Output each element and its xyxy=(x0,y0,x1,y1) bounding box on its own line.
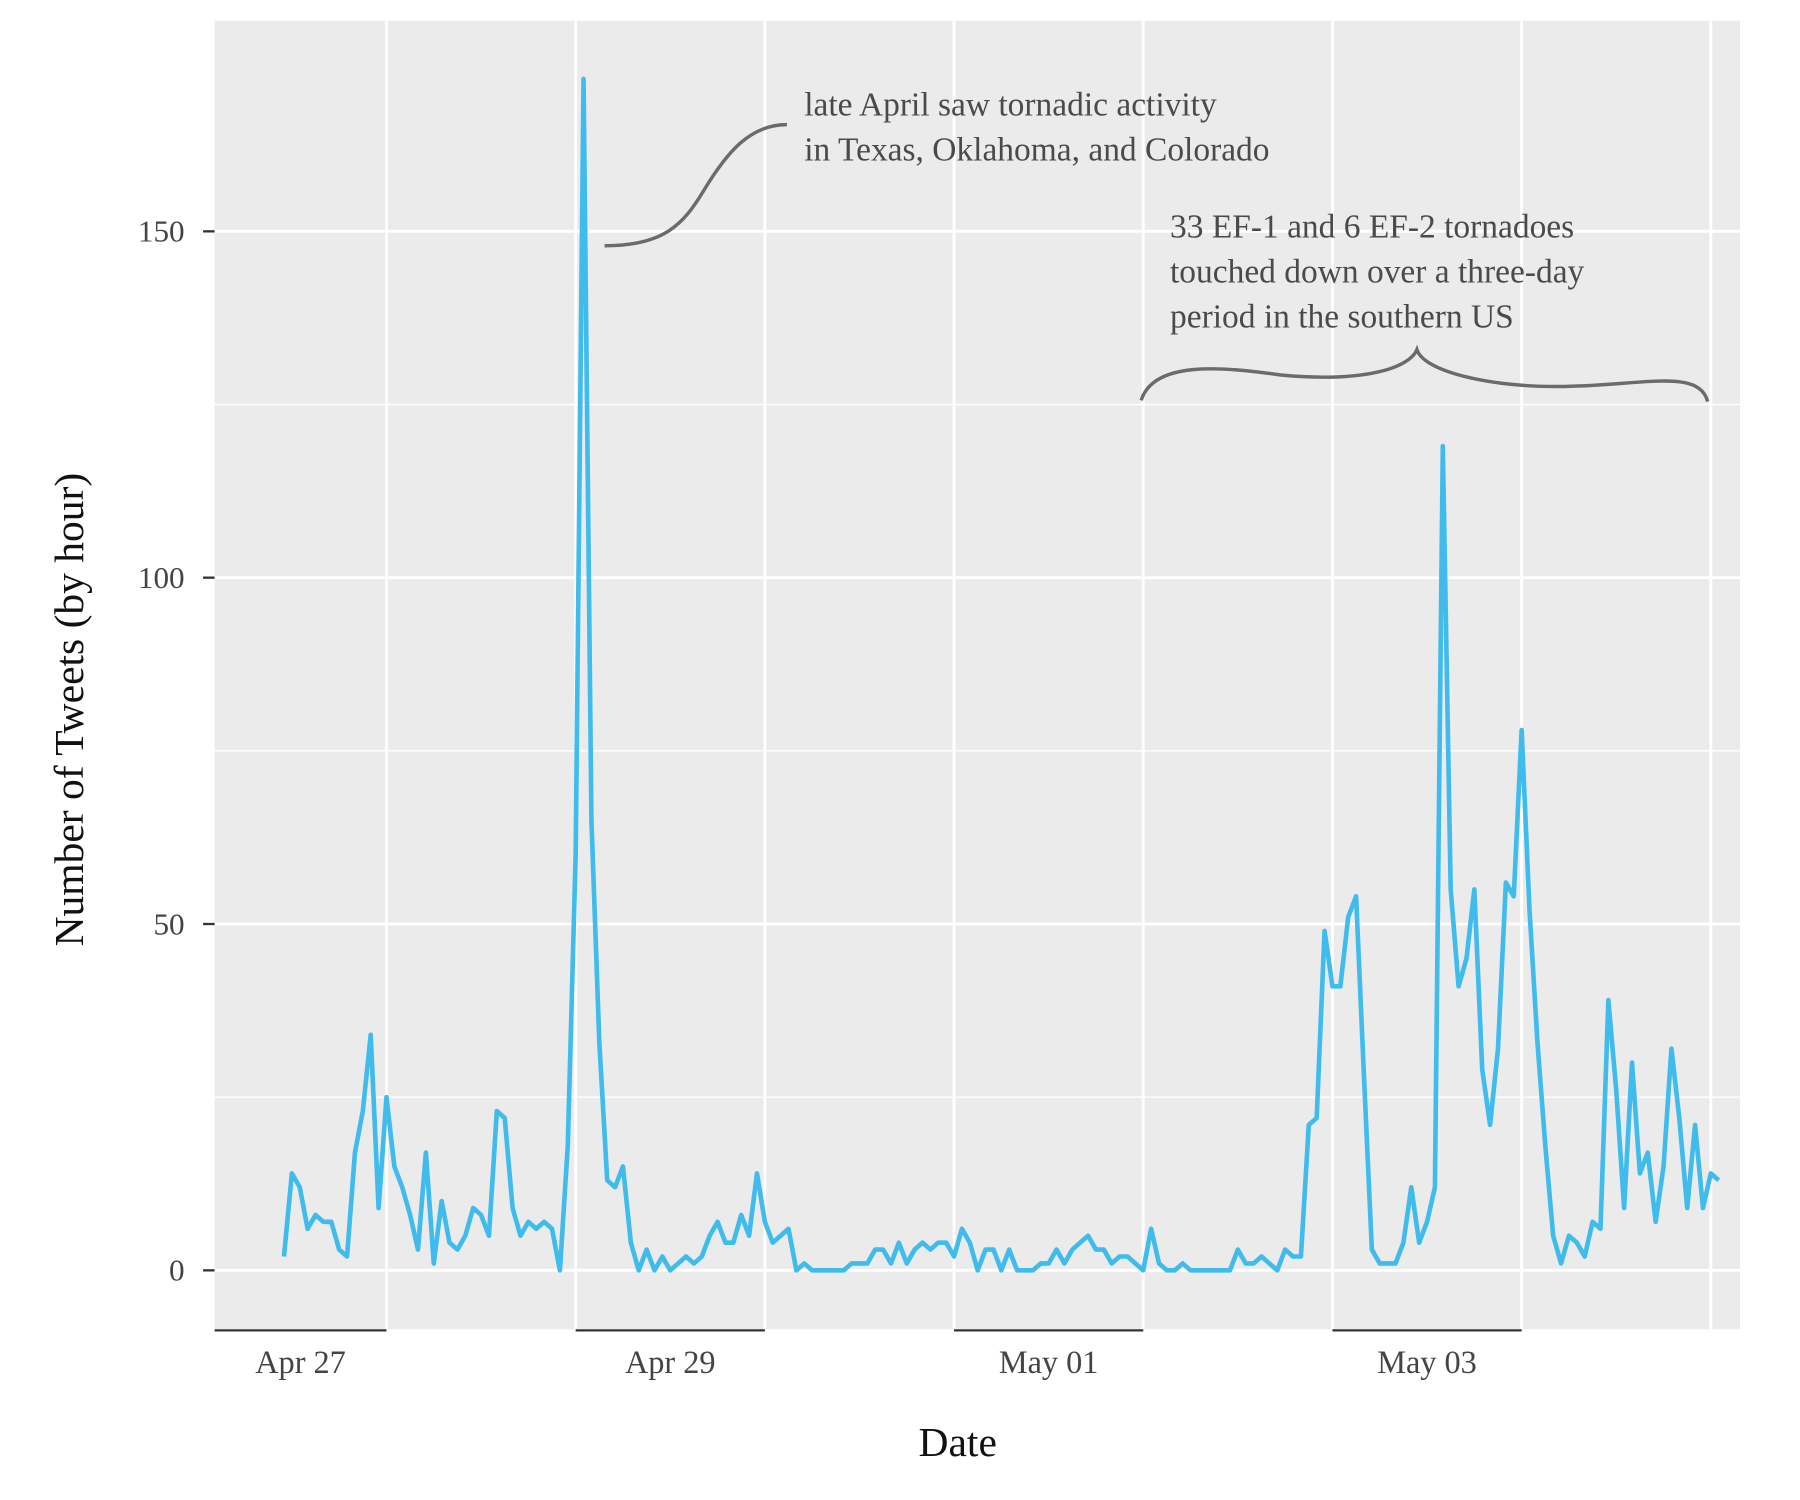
annotation-brace xyxy=(1139,344,1710,403)
x-tick-label: May 01 xyxy=(999,1344,1099,1380)
plot-panel xyxy=(214,20,1741,1330)
marks xyxy=(281,76,1721,1273)
y-tick-label: 50 xyxy=(153,906,184,941)
annotation-text: touched down over a three-day xyxy=(1170,254,1585,291)
annotation-connector xyxy=(604,122,787,248)
data-line xyxy=(281,76,1721,1273)
x-tick-label: Apr 27 xyxy=(255,1344,346,1380)
annotation-text: 33 EF-1 and 6 EF-2 tornadoes xyxy=(1170,209,1574,246)
annotation-text: in Texas, Oklahoma, and Colorado xyxy=(804,131,1269,168)
x-tick-label: May 03 xyxy=(1377,1344,1477,1380)
x-axis-title: Date xyxy=(919,1419,997,1465)
y-axis-title: Number of Tweets (by hour) xyxy=(46,473,93,947)
y-tick-label: 0 xyxy=(169,1253,185,1288)
y-tick-label: 150 xyxy=(138,214,185,249)
y-tick-label: 100 xyxy=(138,560,185,595)
annotation-text: period in the southern US xyxy=(1170,299,1514,336)
annotation-text: late April saw tornadic activity xyxy=(804,86,1217,123)
x-tick-label: Apr 29 xyxy=(625,1344,716,1380)
grid xyxy=(214,20,1740,1330)
